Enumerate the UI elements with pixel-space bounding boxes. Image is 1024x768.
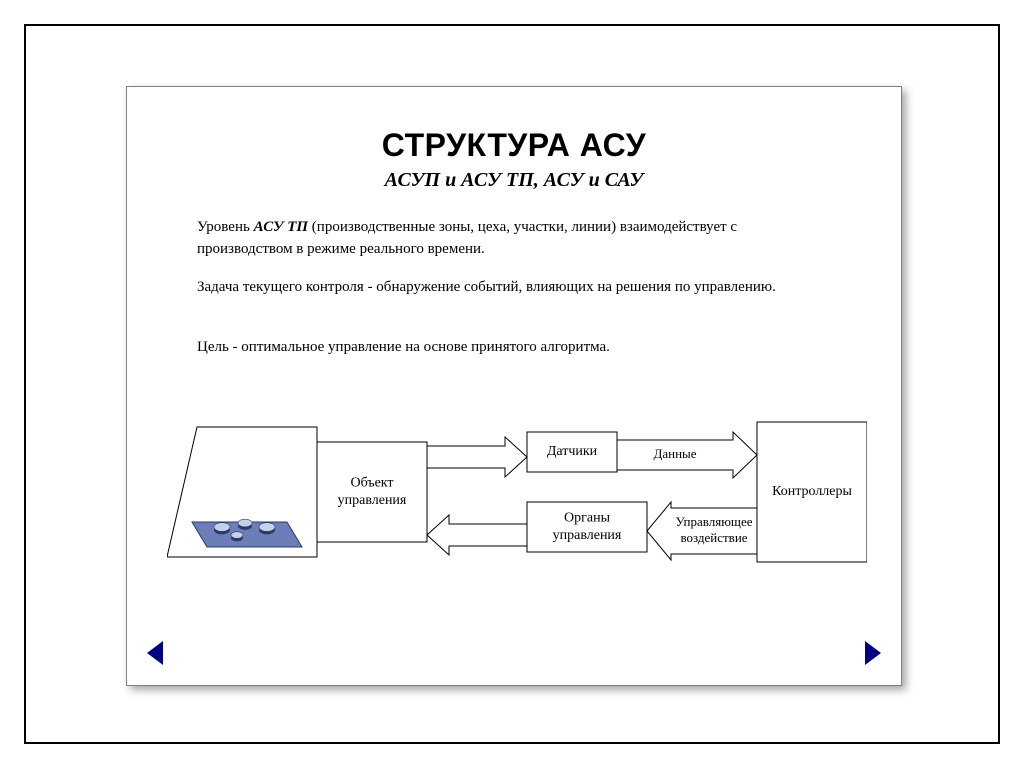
- svg-text:Датчики: Датчики: [547, 444, 598, 459]
- p1-prefix: Уровень: [197, 219, 254, 235]
- svg-text:воздействие: воздействие: [680, 530, 747, 545]
- svg-text:Данные: Данные: [653, 446, 696, 461]
- paragraph-3: Цель - оптимальное управление на основе …: [197, 337, 831, 359]
- paragraph-2: Задача текущего контроля - обнаружение с…: [197, 277, 831, 299]
- flow-diagram: Данные Управляющеевоздействие Объект управл…: [167, 387, 867, 607]
- p1-bold: АСУ ТП: [254, 219, 308, 235]
- svg-text:управления: управления: [553, 528, 622, 543]
- svg-text:Контроллеры: Контроллеры: [772, 484, 852, 499]
- svg-text:управления: управления: [338, 493, 407, 508]
- slide-frame: СТРУКТУРА АСУ АСУП и АСУ ТП, АСУ и САУ У…: [126, 86, 902, 686]
- outer-frame: СТРУКТУРА АСУ АСУП и АСУ ТП, АСУ и САУ У…: [24, 24, 1000, 744]
- svg-text:Управляющее: Управляющее: [676, 514, 753, 529]
- paragraph-1: Уровень АСУ ТП (производственные зоны, ц…: [197, 217, 831, 261]
- next-slide-button[interactable]: [865, 641, 881, 665]
- page-title: СТРУКТУРА АСУ: [127, 127, 901, 164]
- diagram-svg: Данные Управляющеевоздействие Объект управл…: [167, 387, 867, 607]
- page-subtitle: АСУП и АСУ ТП, АСУ и САУ: [127, 169, 901, 192]
- svg-text:Органы: Органы: [564, 510, 611, 525]
- svg-text:Объект: Объект: [350, 475, 393, 490]
- prev-slide-button[interactable]: [147, 641, 163, 665]
